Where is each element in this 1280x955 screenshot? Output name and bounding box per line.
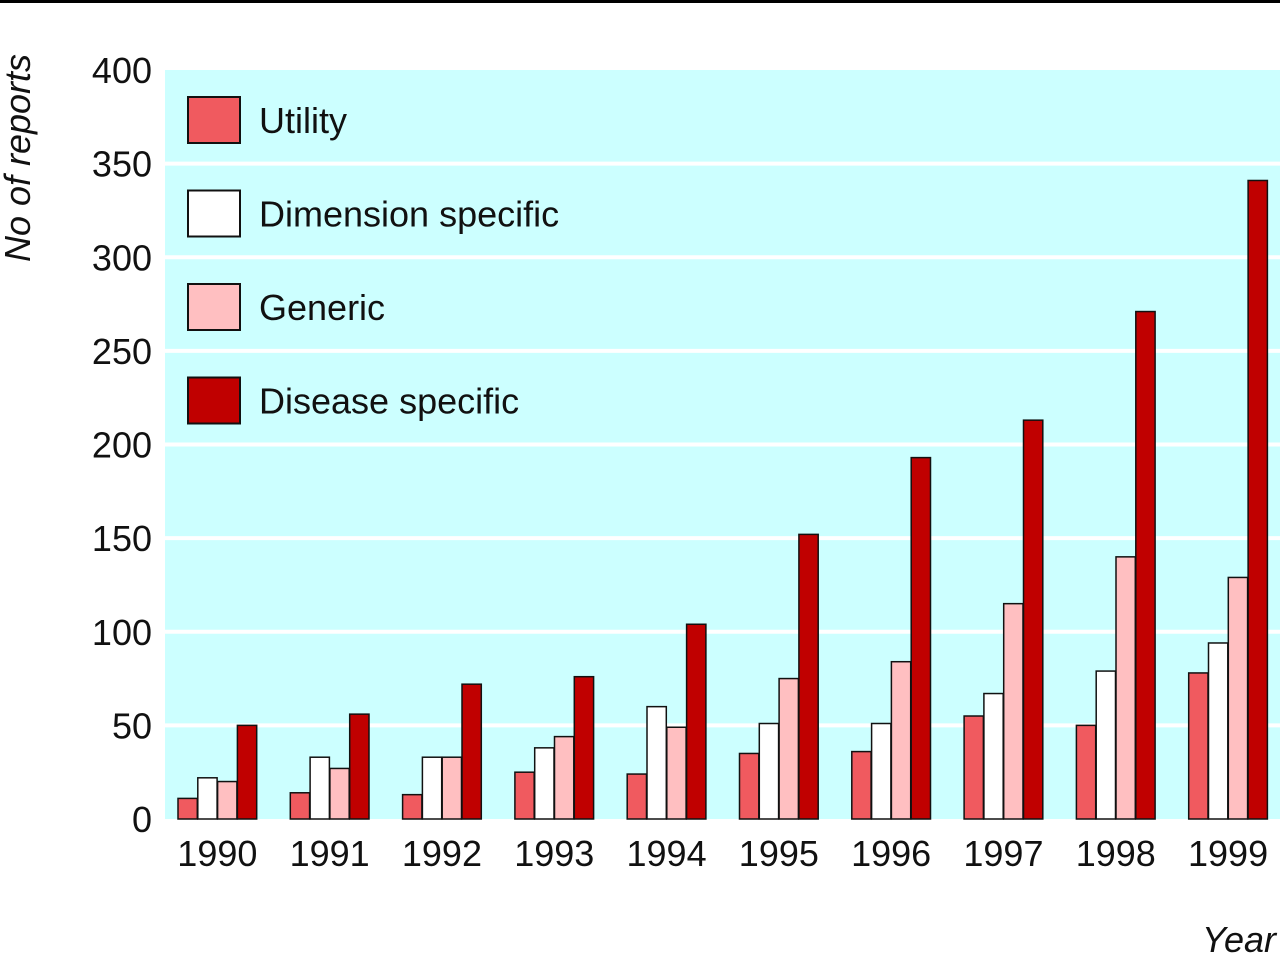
- bar: [401, 793, 423, 820]
- bar: [910, 456, 932, 820]
- bar: [1095, 670, 1117, 820]
- bar: [553, 735, 575, 820]
- legend-label: Dimension specific: [259, 194, 559, 235]
- bar: [533, 747, 555, 820]
- bar: [236, 724, 258, 820]
- y-tick-label: 200: [92, 425, 152, 466]
- bar: [738, 752, 760, 820]
- bar: [1075, 724, 1097, 820]
- bar: [1022, 419, 1044, 820]
- bar: [963, 715, 985, 820]
- x-tick-label: 1997: [963, 833, 1043, 874]
- legend-label: Disease specific: [259, 381, 519, 422]
- bar: [1002, 602, 1024, 820]
- bar: [798, 533, 819, 820]
- x-tick-label: 1999: [1188, 833, 1268, 874]
- bar: [646, 705, 668, 820]
- bar: [1135, 310, 1156, 820]
- bar: [983, 692, 1004, 820]
- bar: [1187, 672, 1209, 820]
- x-tick-label: 1994: [627, 833, 707, 874]
- bar: [1247, 179, 1269, 820]
- bar: [197, 777, 218, 820]
- y-tick-label: 400: [92, 50, 152, 91]
- bar: [666, 726, 687, 820]
- x-tick-label: 1993: [514, 833, 594, 874]
- y-tick-label: 300: [92, 237, 152, 278]
- x-tick-label: 1998: [1076, 833, 1156, 874]
- bar: [1207, 642, 1229, 820]
- y-tick-label: 250: [92, 331, 152, 372]
- y-tick-label: 100: [92, 612, 152, 653]
- x-tick-label: 1992: [402, 833, 482, 874]
- bar: [329, 767, 350, 820]
- legend-swatch: [187, 283, 241, 331]
- bar: [514, 771, 535, 820]
- legend-label: Utility: [259, 100, 347, 141]
- bar: [1227, 576, 1249, 820]
- bar: [626, 773, 648, 820]
- bar: [461, 683, 483, 820]
- legend-swatch: [187, 376, 241, 425]
- y-tick-label: 150: [92, 518, 152, 559]
- bar: [685, 623, 707, 820]
- bar: [573, 675, 595, 820]
- x-axis-label: Year: [1202, 919, 1278, 955]
- bar: [778, 677, 800, 820]
- x-tick-label: 1991: [290, 833, 370, 874]
- bar: [758, 722, 780, 820]
- legend-swatch: [187, 96, 241, 144]
- bar: [348, 713, 370, 820]
- legend-swatch: [187, 189, 241, 238]
- bar: [851, 750, 872, 820]
- bar: [216, 780, 238, 820]
- bar: [890, 660, 912, 820]
- bar: [177, 797, 199, 820]
- bar: [870, 722, 892, 820]
- bar: [421, 756, 443, 820]
- x-tick-label: 1996: [851, 833, 931, 874]
- bar: [1115, 556, 1137, 820]
- x-tick-label: 1990: [177, 833, 257, 874]
- bar: [309, 756, 331, 820]
- bar: [289, 792, 311, 820]
- legend-label: Generic: [259, 287, 385, 328]
- x-tick-label: 1995: [739, 833, 819, 874]
- y-axis-label: No of reports: [0, 54, 38, 262]
- bar: [441, 756, 463, 820]
- y-tick-label: 50: [112, 705, 152, 746]
- y-tick-label: 0: [132, 799, 152, 840]
- y-tick-label: 350: [92, 144, 152, 185]
